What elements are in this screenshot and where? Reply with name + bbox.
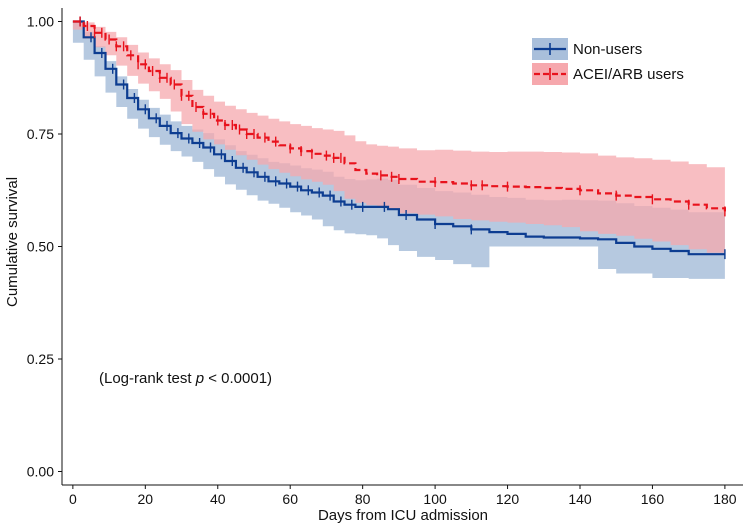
y-tick-label: 0.25 bbox=[27, 351, 54, 367]
x-tick-label: 100 bbox=[423, 491, 447, 507]
x-axis-title: Days from ICU admission bbox=[318, 507, 488, 524]
log-rank-annotation: (Log-rank test p < 0.0001) bbox=[99, 370, 272, 387]
y-tick-label: 0.50 bbox=[27, 239, 54, 255]
x-tick-label: 80 bbox=[355, 491, 371, 507]
ci-band-acei-arb-users bbox=[72, 21, 725, 253]
x-tick-label: 120 bbox=[496, 491, 520, 507]
x-tick-label: 180 bbox=[713, 491, 737, 507]
x-tick-label: 160 bbox=[641, 491, 665, 507]
y-tick-label: 1.00 bbox=[27, 14, 54, 30]
censor-marks bbox=[79, 16, 726, 260]
x-tick-label: 20 bbox=[138, 491, 154, 507]
y-axis-title: Cumulative survival bbox=[4, 177, 21, 307]
x-tick-label: 40 bbox=[210, 491, 226, 507]
legend-label-acei-arb-users: ACEI/ARB users bbox=[573, 66, 684, 83]
annotation-p-value-symbol: p bbox=[195, 370, 204, 387]
x-tick-label: 60 bbox=[282, 491, 298, 507]
confidence-bands bbox=[72, 21, 725, 279]
x-tick-label: 140 bbox=[568, 491, 592, 507]
y-tick-label: 0.75 bbox=[27, 126, 54, 142]
x-tick-label: 0 bbox=[69, 491, 77, 507]
y-axis-ticks: 0.00 0.25 0.50 0.75 1.00 bbox=[27, 14, 62, 480]
x-axis-ticks: 0 20 40 60 80 100 120 140 160 180 bbox=[69, 485, 737, 507]
y-tick-label: 0.00 bbox=[27, 464, 54, 480]
legend-label-non-users: Non-users bbox=[573, 41, 642, 58]
annotation-suffix: < 0.0001) bbox=[204, 370, 272, 387]
survival-curve-non-users bbox=[72, 20, 725, 256]
annotation-prefix: (Log-rank test bbox=[99, 370, 196, 387]
legend: Non-users ACEI/ARB users bbox=[532, 38, 684, 85]
